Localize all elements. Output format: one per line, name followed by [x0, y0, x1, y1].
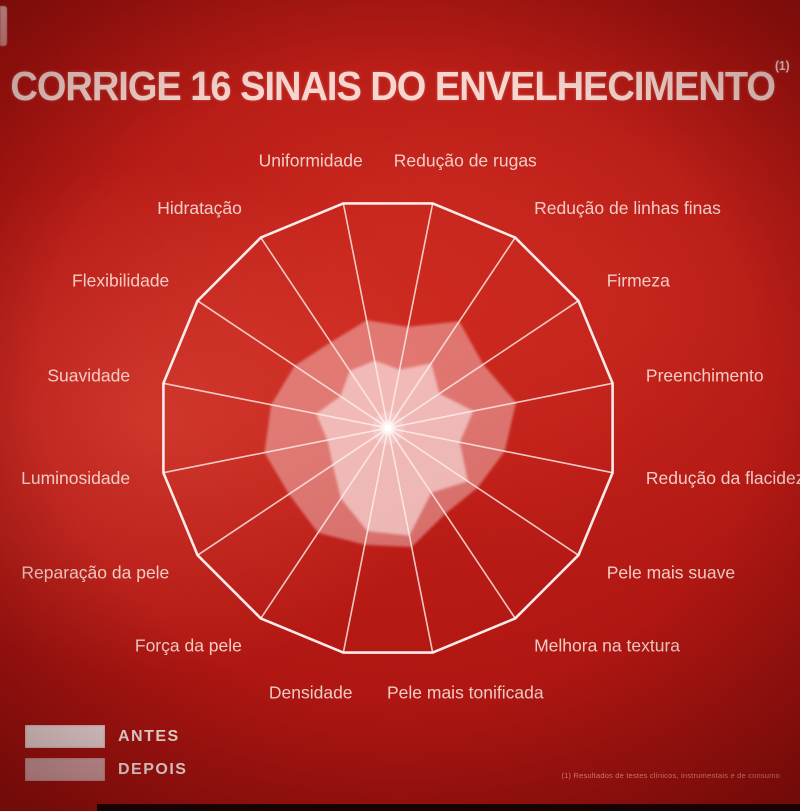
axis-label-hidratacao: Hidratação — [157, 198, 242, 218]
axis-label-flexibilidade: Flexibilidade — [72, 271, 169, 291]
center-glow — [384, 424, 392, 432]
axis-label-uniformidade: Uniformidade — [259, 151, 363, 171]
antes-label: ANTES — [118, 727, 180, 745]
page-title-text: CORRIGE 16 SINAIS DO ENVELHECIMENTO — [10, 64, 776, 110]
axis-label-reducao-da-flacidez: Redução da flacidez — [646, 468, 800, 488]
axis-label-pele-mais-tonificada: Pele mais tonificada — [387, 683, 544, 703]
axis-label-luminosidade: Luminosidade — [21, 468, 130, 488]
axis-spoke — [197, 300, 389, 429]
depois-label: DEPOIS — [118, 760, 188, 778]
axis-spoke — [387, 427, 434, 653]
axis-spoke — [342, 203, 389, 429]
footnote: (1) Resultados de testes clínicos, instr… — [561, 771, 780, 780]
axis-spoke — [163, 382, 389, 429]
axis-spoke — [387, 300, 579, 429]
axis-label-reducao-de-linhas-finas: Redução de linhas finas — [534, 198, 721, 218]
axis-label-melhora-na-textura: Melhora na textura — [534, 635, 680, 655]
bottom-black-bar — [97, 804, 800, 811]
axis-spoke — [387, 427, 613, 474]
page-title: CORRIGE 16 SINAIS DO ENVELHECIMENTO(1) — [0, 58, 800, 111]
axis-label-suavidade: Suavidade — [47, 365, 130, 385]
axis-spoke — [342, 427, 389, 653]
chart-legend: ANTES DEPOIS — [25, 725, 187, 791]
corner-light-mark — [0, 6, 7, 46]
axis-label-forca-da-pele: Força da pele — [135, 635, 242, 655]
axis-spoke — [387, 382, 613, 429]
legend-row-antes: ANTES — [25, 725, 187, 748]
legend-row-depois: DEPOIS — [25, 758, 187, 781]
axis-spoke — [197, 427, 389, 556]
title-superscript: (1) — [774, 58, 790, 74]
axis-label-reparacao-da-pele: Reparação da pele — [21, 563, 169, 583]
antes-area — [316, 360, 474, 536]
axis-spoke — [163, 427, 389, 474]
axis-spoke — [260, 427, 389, 619]
axis-label-densidade: Densidade — [269, 683, 353, 703]
axis-label-firmeza: Firmeza — [607, 271, 670, 291]
axis-spoke — [387, 203, 434, 429]
antes-swatch — [25, 725, 105, 748]
depois-swatch — [25, 758, 105, 781]
radar-outline — [162, 202, 614, 654]
axis-spoke — [387, 427, 516, 619]
axis-label-reducao-de-rugas: Redução de rugas — [394, 151, 537, 171]
axis-spoke — [387, 237, 516, 429]
axis-label-pele-mais-suave: Pele mais suave — [607, 563, 735, 583]
axis-spoke — [260, 237, 389, 429]
axis-spoke — [387, 427, 579, 556]
axis-label-preenchimento: Preenchimento — [646, 365, 764, 385]
